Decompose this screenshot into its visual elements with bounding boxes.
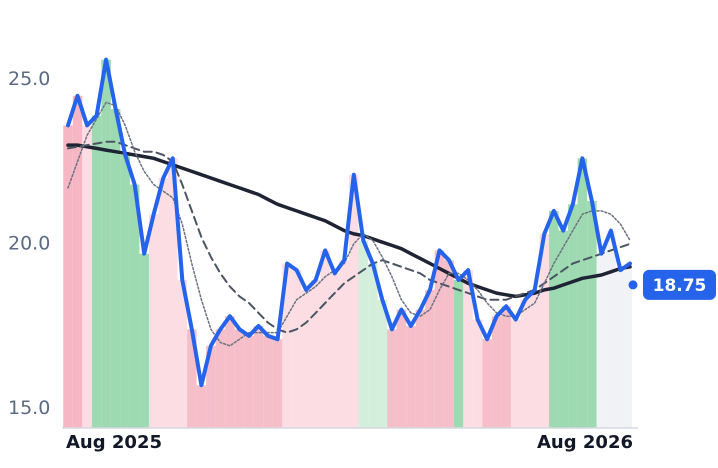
trend-band [358,240,369,428]
trend-band [320,250,330,428]
y-tick-label: 15.0 [8,397,50,419]
trend-band [472,319,483,428]
trend-band [549,210,559,428]
trend-band [387,329,397,428]
trend-band [110,108,121,429]
trend-band [625,263,632,428]
trend-band [539,233,550,428]
y-tick-label: 20.0 [8,232,50,254]
trend-band [225,316,235,428]
trend-band [310,279,321,428]
trend-band [187,329,197,428]
trend-band [244,335,254,428]
trend-band [263,335,273,428]
trend-band [72,95,83,428]
trend-band [82,125,92,428]
trend-band [491,316,502,428]
trend-band [206,345,216,428]
trend-band [463,270,473,428]
trend-band [425,289,435,428]
trend-band [606,230,616,428]
trend-band [234,329,245,428]
trend-band [558,230,569,428]
trend-band [368,263,378,428]
current-dot [628,280,638,290]
trend-band [282,263,292,428]
trend-band [63,125,73,428]
trend-band [272,339,283,428]
trend-band [520,299,530,428]
trend-band [291,270,302,428]
trend-band [215,329,226,428]
x-tick-label: Aug 2025 [66,432,162,453]
trend-band [139,253,149,428]
trend-band [101,59,111,429]
trend-band [253,326,264,428]
trend-band [453,279,464,428]
trend-band [587,201,597,428]
trend-band [501,306,511,428]
trend-band [301,289,311,428]
trend-band [568,204,578,428]
x-tick-label: Aug 2026 [537,432,633,453]
trend-band [415,309,426,428]
trend-band [349,174,359,428]
trend-band [168,158,178,428]
y-tick-label: 25.0 [8,68,50,90]
trend-band [129,184,140,428]
trend-band [444,260,454,428]
trend-band [529,289,540,428]
series-line [66,57,632,388]
trend-band [577,158,588,428]
trend-band [158,178,169,428]
trend-band [339,260,349,428]
trend-band [91,115,102,428]
trend-band [177,279,188,428]
trend-band [482,339,492,428]
trend-band [510,319,521,428]
current-badge [643,269,716,300]
trend-band [377,299,388,428]
trend-band [615,270,626,428]
trend-band [434,250,445,428]
trend-band [148,214,159,428]
trend-band [120,154,130,428]
trend-band [196,385,207,428]
trend-band [596,253,607,428]
trend-band [396,309,407,428]
current-label: 18.75 [653,276,707,296]
trend-band [329,273,340,428]
trend-band [406,326,416,428]
